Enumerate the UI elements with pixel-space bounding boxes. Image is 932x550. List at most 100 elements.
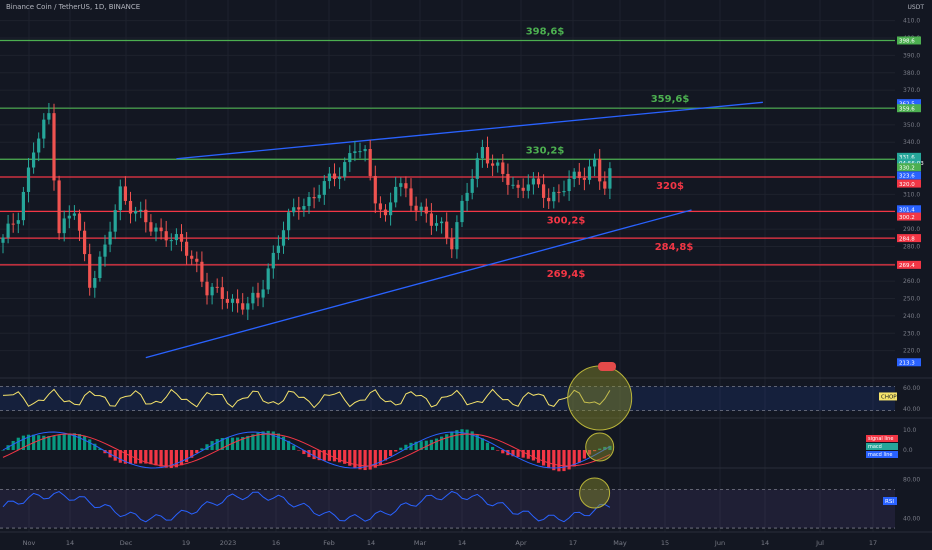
candle-body (139, 209, 143, 212)
macd-bar (302, 450, 306, 455)
candle-body (547, 197, 551, 202)
macd-bar (603, 446, 607, 450)
macd-bar (83, 436, 87, 450)
macd-bar (72, 433, 76, 450)
time-axis[interactable]: Nov 14 Dec 19 2023 16 Feb 14 Mar 14 Apr 17 May 15 Jun 1… (23, 539, 877, 547)
macd-bar (521, 450, 525, 458)
candle-body (608, 168, 612, 189)
candle-body (52, 113, 56, 181)
price-tag[interactable] (897, 260, 921, 269)
candle-body (220, 287, 224, 299)
candle-body (32, 152, 36, 168)
macd-bar (154, 450, 158, 466)
macd-bar (42, 435, 46, 450)
price-tag[interactable] (897, 158, 921, 167)
price-tag[interactable] (897, 99, 921, 108)
candle-body (440, 221, 444, 224)
trendline[interactable] (145, 209, 692, 359)
macd-bar (404, 444, 408, 450)
price-tag[interactable] (897, 179, 921, 188)
macd-bar (445, 434, 449, 450)
macd-bar (190, 450, 194, 458)
candle-body (292, 207, 296, 213)
price-tag[interactable] (897, 152, 921, 161)
candle-body (429, 213, 433, 226)
macd-bar (271, 431, 275, 450)
price-tag[interactable] (897, 205, 921, 214)
price-tag[interactable] (897, 171, 921, 180)
candle-body (480, 147, 484, 159)
macd-bar (266, 430, 270, 450)
price-tag[interactable] (897, 163, 921, 172)
level-label: 269,4$ (547, 269, 586, 280)
macd-bar (62, 434, 66, 450)
price-tag[interactable] (897, 104, 921, 113)
candle-body (128, 200, 133, 214)
candle-body (536, 178, 541, 185)
candle-body (72, 213, 76, 216)
candle-body (88, 254, 92, 288)
macd-bar (587, 450, 592, 455)
macd-bar (312, 450, 316, 460)
macd-bar (1, 450, 5, 451)
rsi-tag (883, 497, 897, 505)
trendline[interactable] (176, 101, 763, 160)
macd-bar (547, 450, 551, 469)
candle-body (557, 191, 561, 193)
macd-bar (552, 450, 556, 471)
macd-bar (241, 436, 245, 450)
chop-tick: 60.00 (903, 385, 920, 392)
macd-bar (16, 437, 20, 450)
price-tick-label: 220.0 (903, 348, 920, 355)
macd-bar (409, 442, 413, 450)
candle-body (353, 151, 357, 154)
candle-body (302, 206, 306, 210)
macd-bar (276, 433, 280, 450)
price-tick-label: 340.0 (903, 139, 920, 146)
macd-bar (149, 450, 153, 465)
candle-body (404, 183, 408, 189)
price-tag-text: 359.6 (899, 106, 915, 112)
candle-body (103, 244, 107, 257)
candle-body (338, 176, 342, 179)
macd-bar (164, 450, 168, 468)
macd-bar (465, 429, 469, 450)
price-tag-text: 301.4 (899, 207, 915, 213)
macd-tick: 0.0 (903, 447, 913, 454)
candle-body (42, 119, 46, 139)
macd-bar (220, 437, 224, 450)
macd-bar (399, 447, 403, 450)
macd-bar (98, 448, 102, 450)
macd-bar (572, 450, 576, 467)
candle-body (343, 162, 347, 177)
time-tick-label: 14 (458, 539, 466, 547)
macd-bar (419, 441, 423, 450)
price-tag[interactable] (897, 358, 921, 367)
macd-bar (475, 434, 479, 450)
macd-bar (429, 439, 433, 450)
candle-body (185, 241, 189, 256)
candlesticks (1, 102, 612, 320)
macd-bar (389, 450, 393, 456)
macd-bar (440, 436, 444, 450)
macd-bar (516, 450, 520, 457)
price-tick-label: 310.0 (903, 191, 920, 198)
price-tag[interactable] (897, 212, 921, 221)
price-tag[interactable] (897, 234, 921, 243)
time-tick-label: Mar (414, 539, 427, 547)
price-tag[interactable] (897, 36, 921, 45)
horizontal-levels[interactable] (0, 39, 895, 266)
candle-body (327, 173, 331, 182)
candle-body (169, 240, 173, 242)
candle-body (521, 187, 525, 191)
macd-bar (200, 448, 204, 450)
price-axis[interactable]: 410.0400.0390.0380.0370.0360.0350.0340.0… (598, 18, 924, 523)
candle-body (460, 200, 464, 223)
trendlines[interactable] (145, 101, 763, 359)
macd-bar (373, 450, 377, 468)
macd-bar (567, 450, 571, 470)
candle-body (276, 245, 280, 253)
candle-body (236, 298, 240, 304)
time-tick-label: 2023 (220, 539, 237, 547)
